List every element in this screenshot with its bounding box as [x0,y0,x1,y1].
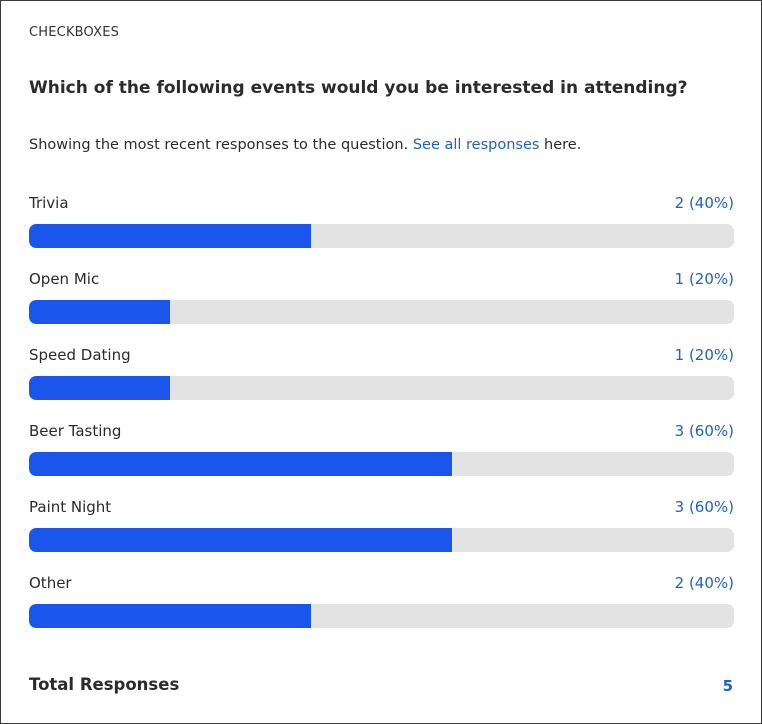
response-bar-fill [29,300,170,324]
response-row-other: Other 2 (40%) [29,574,734,650]
response-count: 1 (20%) [674,346,734,364]
total-responses-label: Total Responses [29,675,180,694]
response-bar-fill [29,224,311,248]
notice-prefix: Showing the most recent responses to the… [29,137,409,153]
response-bar-fill [29,376,170,400]
response-row-paint-night: Paint Night 3 (60%) [29,498,734,574]
response-label: Other [29,574,72,592]
response-label: Beer Tasting [29,422,122,440]
see-all-responses-link[interactable]: See all responses [412,137,540,153]
response-count: 3 (60%) [674,422,734,440]
response-bar-track [29,528,734,552]
response-bar-fill [29,604,311,628]
response-count: 2 (40%) [674,574,734,592]
total-responses-value: 5 [722,677,733,695]
response-count: 1 (20%) [674,270,734,288]
response-bar-track [29,224,734,248]
notice-suffix: here. [544,137,582,153]
response-bar-track [29,300,734,324]
response-count: 3 (60%) [674,498,734,516]
response-bar-track [29,604,734,628]
response-bar-fill [29,528,452,552]
response-row-trivia: Trivia 2 (40%) [29,194,734,270]
question-title: Which of the following events would you … [29,78,688,98]
total-responses-row: Total Responses 5 [29,675,733,699]
response-row-speed-dating: Speed Dating 1 (20%) [29,346,734,422]
response-row-open-mic: Open Mic 1 (20%) [29,270,734,346]
question-type-label: CHECKBOXES [29,25,120,40]
response-list: Trivia 2 (40%) Open Mic 1 (20%) Speed Da… [29,194,734,650]
response-label: Open Mic [29,270,100,288]
responses-notice: Showing the most recent responses to the… [29,137,581,153]
response-bar-fill [29,452,452,476]
response-bar-track [29,452,734,476]
response-row-beer-tasting: Beer Tasting 3 (60%) [29,422,734,498]
response-label: Paint Night [29,498,112,516]
response-label: Speed Dating [29,346,131,364]
response-bar-track [29,376,734,400]
response-label: Trivia [29,194,69,212]
response-count: 2 (40%) [674,194,734,212]
